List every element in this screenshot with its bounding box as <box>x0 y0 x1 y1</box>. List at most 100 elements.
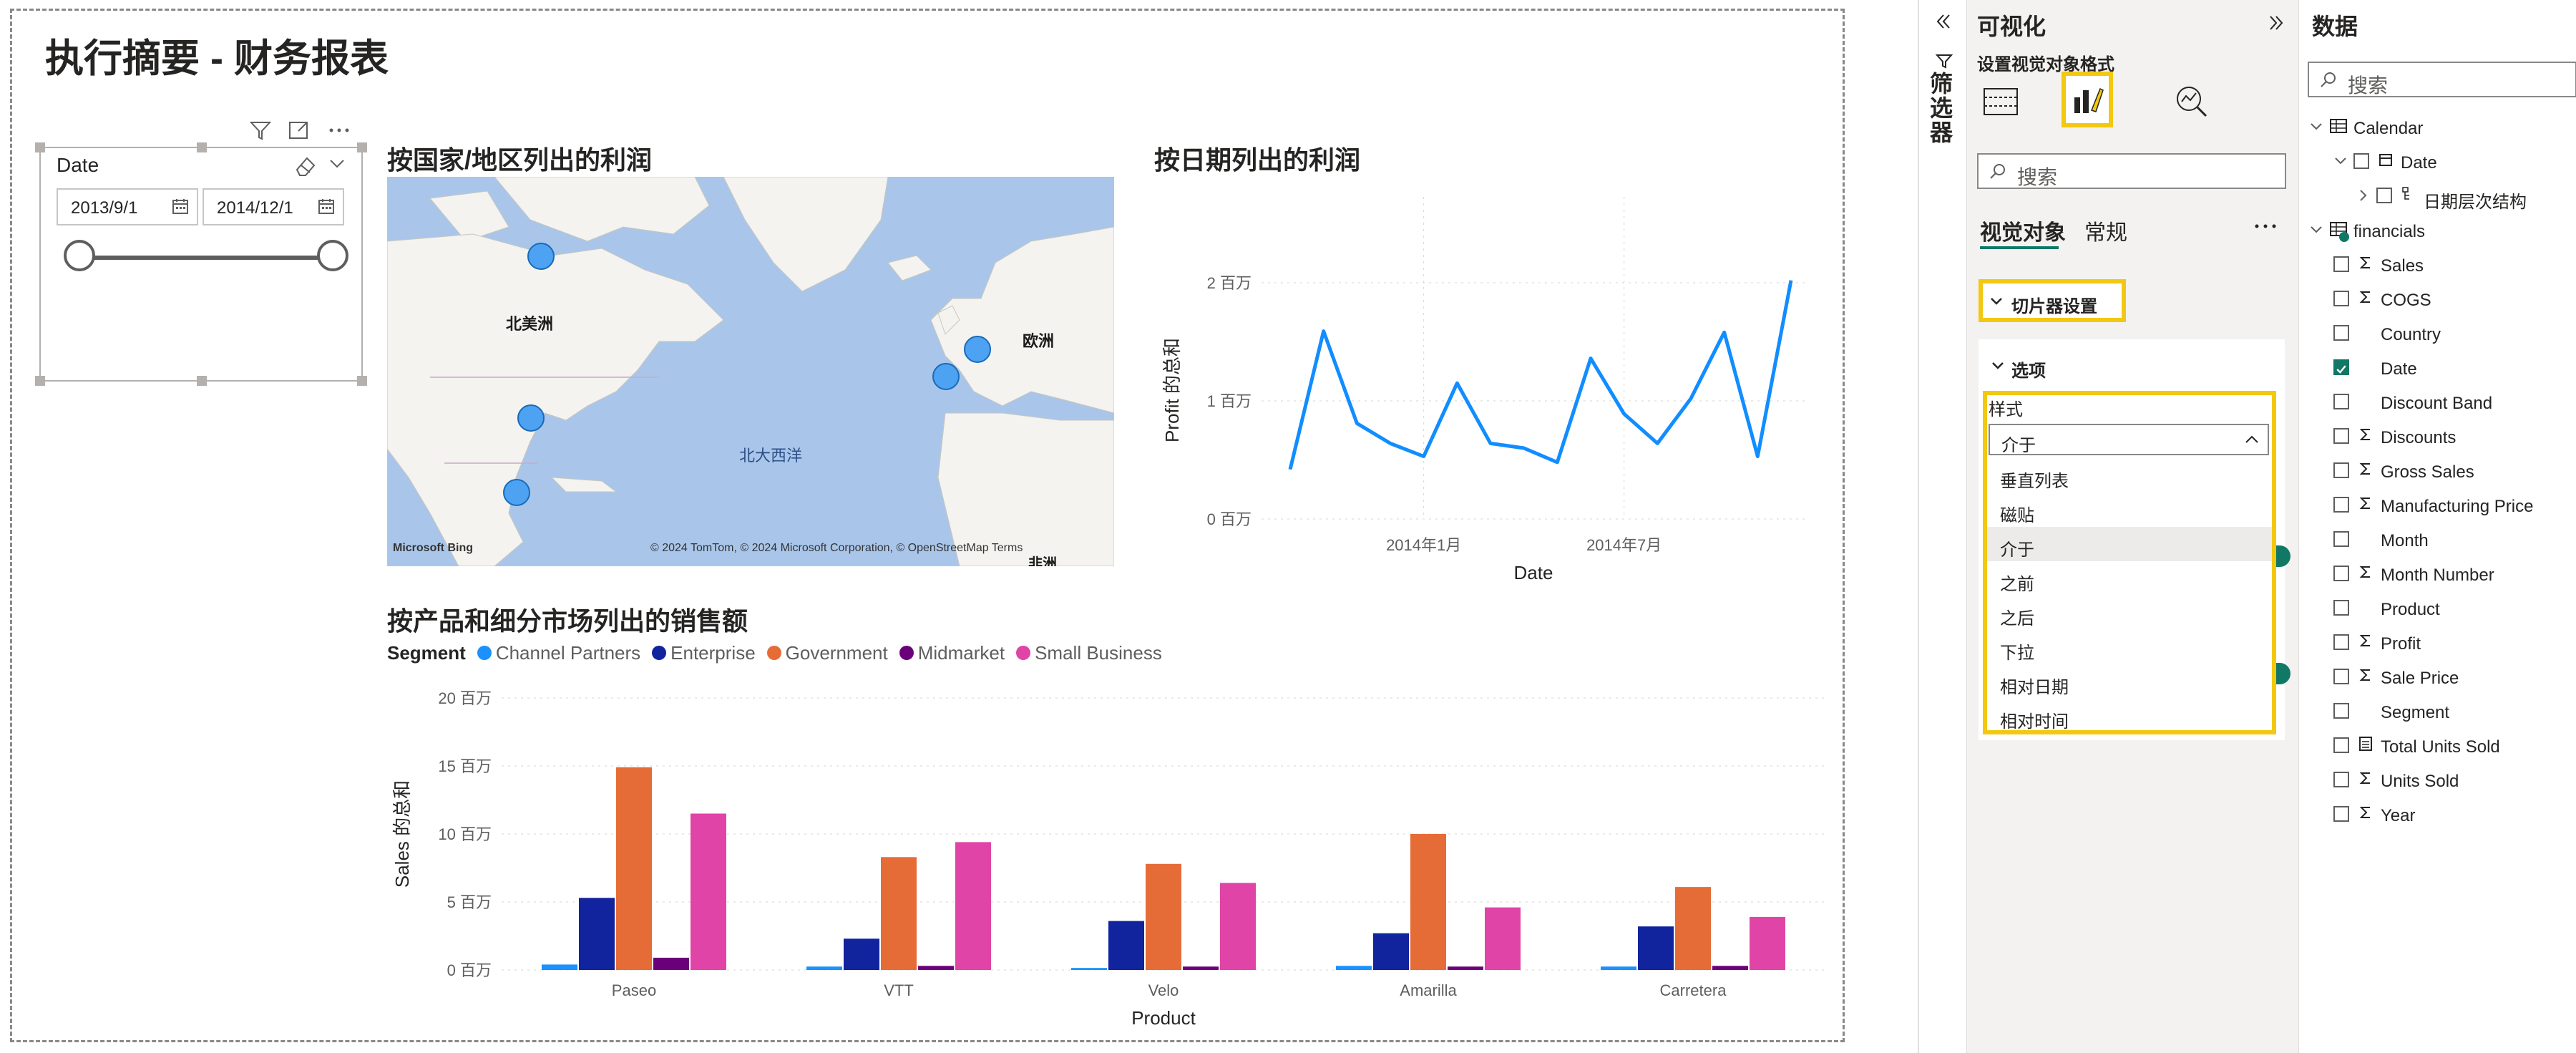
style-option-between[interactable]: 介于 <box>1987 527 2272 561</box>
checkbox[interactable] <box>2353 153 2369 169</box>
calendar-icon[interactable] <box>317 197 336 215</box>
analytics-icon[interactable] <box>2169 74 2212 125</box>
sales-bar-chart[interactable]: 0 百万 5 百万 10 百万 15 百万 20 百万 Paseo VTT Velo Amari… <box>387 669 1833 1034</box>
style-option-after[interactable]: 之后 <box>2000 609 2034 629</box>
checkbox[interactable] <box>2333 634 2349 650</box>
map-bubble-usa[interactable] <box>517 404 545 432</box>
end-date-value: 2014/12/1 <box>217 198 293 218</box>
checkbox[interactable] <box>2333 291 2349 306</box>
resize-handle[interactable] <box>357 376 367 386</box>
expand-chevrons-icon[interactable] <box>2266 13 2286 33</box>
build-visual-icon[interactable] <box>1980 74 2023 125</box>
x-axis-title: Date <box>1514 562 1553 583</box>
end-date-input[interactable]: 2014/12/1 <box>203 188 344 225</box>
chevron-down-icon[interactable] <box>2309 222 2323 242</box>
x-tick-label: Velo <box>1148 981 1179 999</box>
checkbox[interactable] <box>2333 600 2349 616</box>
resize-handle[interactable] <box>197 142 207 152</box>
profit-line-chart[interactable]: 0 百万 1 百万 2 百万 2014年1月 2014年7月 Date Profit 的总和 <box>1154 183 1827 583</box>
legend-item[interactable]: Midmarket <box>917 641 1005 664</box>
style-option-dropdown[interactable]: 下拉 <box>2000 644 2034 663</box>
checkbox[interactable] <box>2333 462 2349 478</box>
label-africa: 非洲 <box>1028 556 1057 566</box>
bar <box>1675 887 1711 970</box>
field-name: COGS <box>2381 291 2431 310</box>
date-range-track[interactable] <box>81 256 340 260</box>
search-icon <box>2321 72 2336 87</box>
bar <box>542 964 577 970</box>
checkbox[interactable] <box>2333 394 2349 409</box>
resize-handle[interactable] <box>357 142 367 152</box>
chevron-down-icon[interactable] <box>327 154 347 174</box>
date-slicer[interactable]: Date 2013/9/1 2014/12/1 <box>35 142 367 386</box>
field-name: Month <box>2381 531 2429 550</box>
slicer-settings-section[interactable]: 切片器设置 <box>1979 279 2126 322</box>
toggle-switch[interactable] <box>2276 545 2290 567</box>
y-tick-label: 5 百万 <box>447 893 492 911</box>
terms-link[interactable]: Terms <box>991 542 1023 554</box>
checkbox[interactable] <box>2333 256 2349 272</box>
checkbox[interactable] <box>2333 703 2349 719</box>
style-dropdown-highlight: 样式 介于 垂直列表 磁贴 介于 之前 之后 下拉 相对日期 相对时间 <box>1983 391 2276 734</box>
tab-visual[interactable]: 视觉对象 <box>1980 221 2066 245</box>
checkbox[interactable] <box>2333 737 2349 753</box>
more-options-icon[interactable] <box>327 118 351 142</box>
legend-item[interactable]: Small Business <box>1035 641 1162 664</box>
focus-mode-icon[interactable] <box>287 118 311 142</box>
filters-label[interactable]: 筛选器 <box>1927 72 1953 145</box>
legend-item[interactable]: Enterprise <box>670 641 756 664</box>
bar <box>1448 966 1483 970</box>
style-option-tile[interactable]: 磁贴 <box>2000 506 2034 525</box>
profit-map[interactable]: 北美洲 欧洲 北大西洋 非洲 Microsoft Bing © 2024 Tom… <box>387 177 1114 566</box>
style-option-before[interactable]: 之前 <box>2000 575 2034 594</box>
legend-item[interactable]: Channel Partners <box>495 641 641 664</box>
style-select[interactable]: 介于 <box>1989 424 2269 455</box>
chevron-down-icon[interactable] <box>2333 153 2348 173</box>
resize-handle[interactable] <box>35 376 45 386</box>
chevron-down-icon[interactable] <box>1990 358 2006 374</box>
field-name: Profit <box>2381 634 2421 654</box>
more-options-icon[interactable] <box>2253 219 2278 233</box>
collapse-chevrons-icon[interactable] <box>1933 11 1953 31</box>
map-land <box>387 177 1114 566</box>
checkbox[interactable] <box>2333 669 2349 684</box>
style-option-vertical-list[interactable]: 垂直列表 <box>2000 472 2069 491</box>
map-bubble-canada[interactable] <box>527 243 555 270</box>
map-bubble-germany[interactable] <box>964 336 991 363</box>
style-option-relative-date[interactable]: 相对日期 <box>2000 678 2069 697</box>
checkbox[interactable] <box>2333 772 2349 787</box>
legend-item[interactable]: Government <box>785 641 888 664</box>
style-option-relative-time[interactable]: 相对时间 <box>2000 712 2069 732</box>
resize-handle[interactable] <box>197 376 207 386</box>
attribution-text: © 2024 TomTom, © 2024 Microsoft Corporat… <box>650 542 989 554</box>
chart-legend: Segment Channel Partners Enterprise Govern… <box>387 641 1162 665</box>
eraser-icon[interactable] <box>293 154 318 178</box>
range-start-handle[interactable] <box>64 240 95 271</box>
checkbox[interactable] <box>2333 325 2349 341</box>
checkbox[interactable] <box>2333 428 2349 444</box>
map-bubble-mexico[interactable] <box>503 479 530 506</box>
map-bubble-france[interactable] <box>932 363 960 390</box>
chevron-right-icon[interactable] <box>2356 188 2371 208</box>
checkbox[interactable] <box>2333 497 2349 513</box>
toggle-switch[interactable] <box>2276 663 2290 684</box>
table-name: financials <box>2353 222 2426 241</box>
map-attribution: © 2024 TomTom, © 2024 Microsoft Corporat… <box>650 542 1023 555</box>
filters-pane-collapsed[interactable]: 筛选器 <box>1918 0 1966 1053</box>
tab-general[interactable]: 常规 <box>2084 221 2127 245</box>
format-visual-tab[interactable] <box>2062 72 2113 127</box>
checkbox[interactable] <box>2333 566 2349 581</box>
chevron-down-icon[interactable] <box>2309 119 2323 139</box>
calc-icon <box>2358 736 2373 757</box>
viz-search-input[interactable]: 搜索 <box>1977 153 2286 189</box>
checkbox[interactable] <box>2333 806 2349 822</box>
checkbox[interactable] <box>2376 188 2392 203</box>
calendar-icon[interactable] <box>171 197 190 215</box>
start-date-input[interactable]: 2013/9/1 <box>57 188 198 225</box>
data-search-input[interactable]: 搜索 <box>2308 62 2576 97</box>
checkbox-checked[interactable] <box>2333 359 2349 375</box>
range-end-handle[interactable] <box>317 240 348 271</box>
resize-handle[interactable] <box>35 142 45 152</box>
filter-icon[interactable] <box>248 118 273 142</box>
checkbox[interactable] <box>2333 531 2349 547</box>
